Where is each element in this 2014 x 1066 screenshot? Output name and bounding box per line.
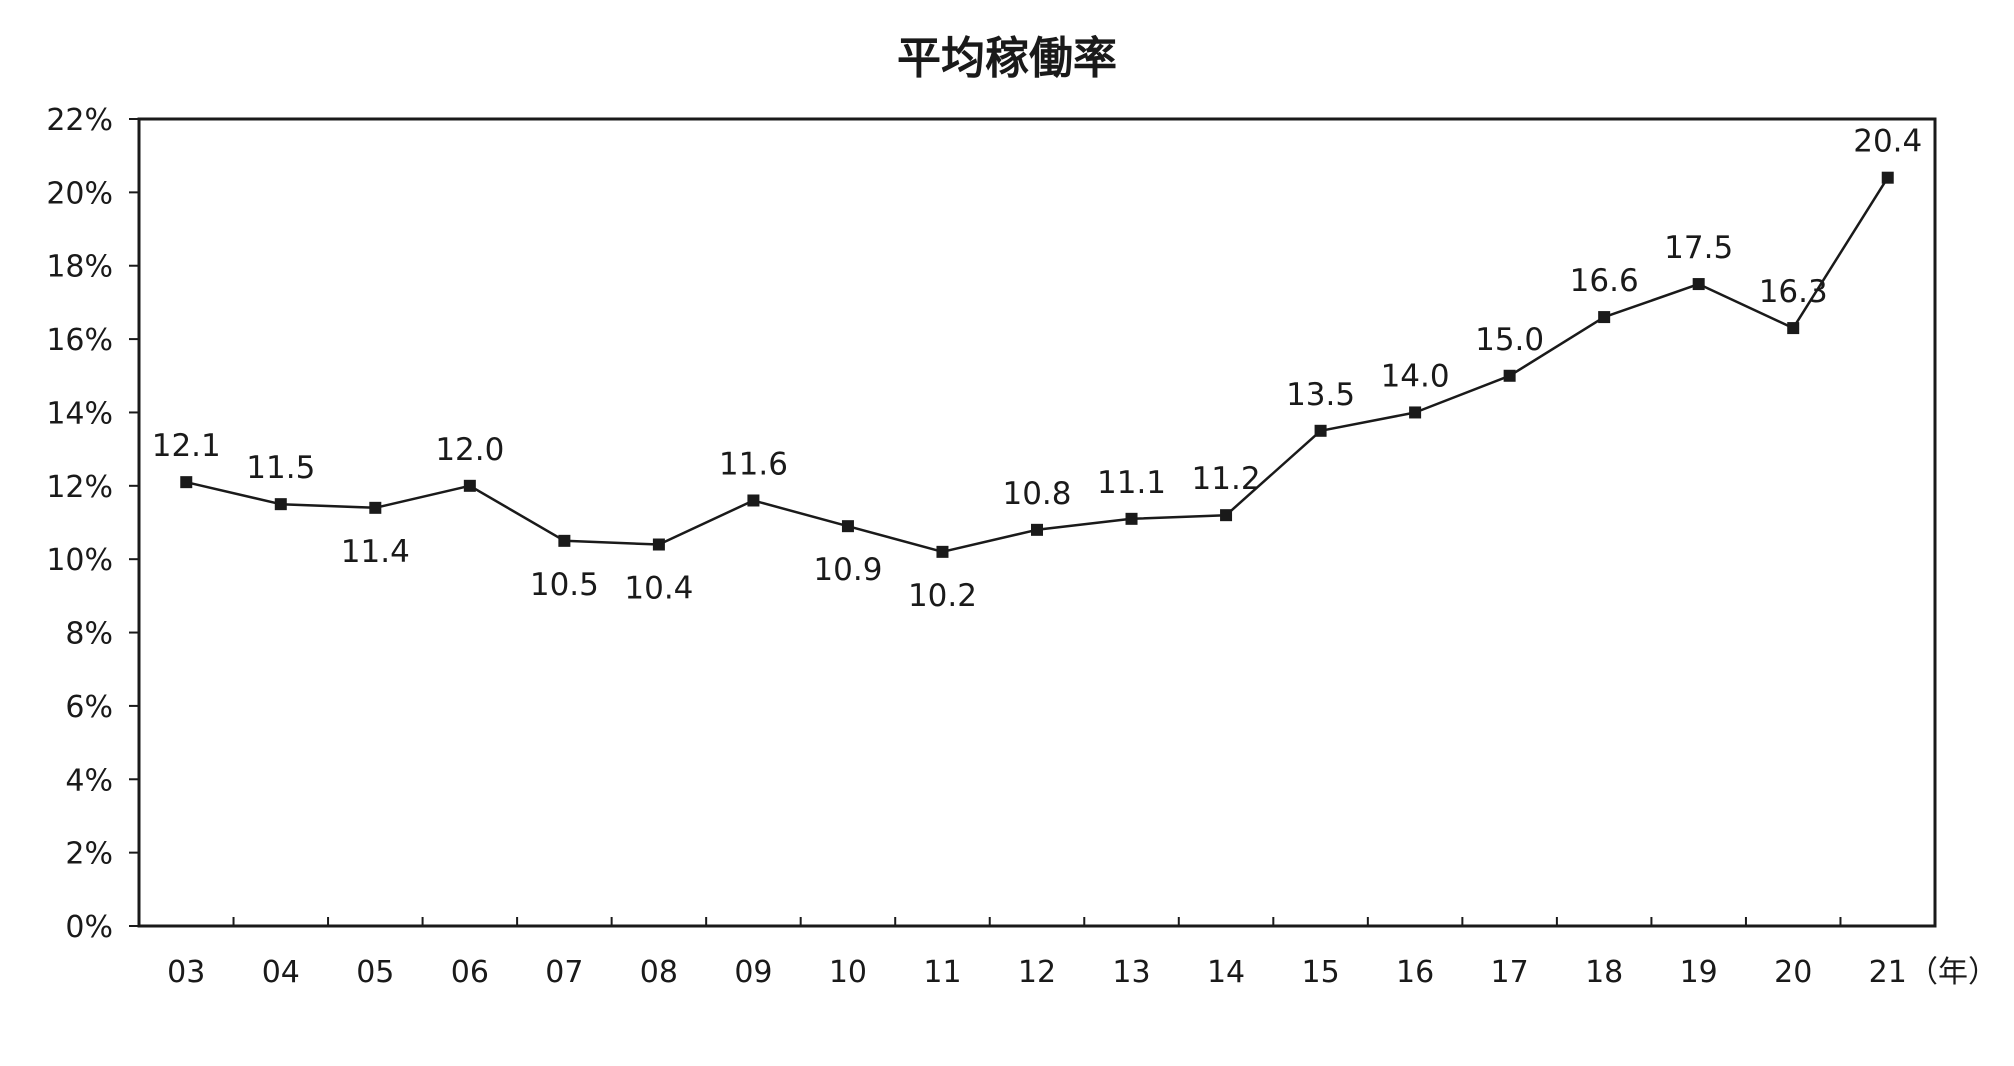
y-axis: 0% 2% 4% 6% 8% 10% 12% 14% 16% 18% 20% 22%	[46, 103, 139, 945]
x-tick-label: 16	[1396, 955, 1434, 990]
data-label: 11.2	[1192, 461, 1261, 497]
y-tick-label: 14%	[46, 396, 113, 431]
data-label: 15.0	[1475, 322, 1544, 358]
data-point	[1031, 523, 1043, 536]
data-label: 10.5	[530, 567, 599, 603]
data-label: 12.0	[435, 432, 504, 468]
data-label: 10.2	[908, 578, 977, 614]
data-point	[1503, 369, 1516, 382]
x-tick-label: 06	[451, 955, 489, 990]
y-tick-label: 4%	[65, 763, 113, 798]
data-label: 20.4	[1853, 124, 1922, 160]
data-point	[1220, 509, 1233, 522]
y-tick-label: 12%	[46, 470, 113, 505]
data-point	[274, 498, 287, 511]
data-label: 16.6	[1570, 263, 1639, 299]
x-tick-label: 19	[1680, 955, 1718, 990]
x-tick-label: 04	[262, 955, 300, 990]
x-tick-label: 18	[1585, 955, 1623, 990]
x-tick-label: 03	[167, 955, 205, 990]
data-label: 10.8	[1002, 476, 1071, 512]
data-label: 17.5	[1664, 230, 1733, 266]
data-label: 11.6	[719, 446, 788, 482]
data-label: 16.3	[1759, 274, 1828, 310]
data-point	[652, 538, 665, 551]
y-tick-label: 18%	[46, 250, 113, 285]
x-tick-label: 09	[734, 955, 772, 990]
x-tick-label: 14	[1207, 955, 1245, 990]
x-tick-label: 21	[1869, 955, 1907, 990]
y-tick-label: 10%	[46, 543, 113, 578]
y-tick-label: 2%	[65, 837, 113, 872]
x-tick-label: 11	[923, 955, 961, 990]
x-tick-label: 15	[1301, 955, 1339, 990]
data-label: 11.4	[341, 534, 410, 570]
y-tick-label: 0%	[65, 910, 113, 945]
data-point	[1409, 406, 1422, 419]
data-point	[1787, 322, 1800, 335]
data-point	[747, 494, 760, 507]
data-label: 11.5	[246, 450, 315, 486]
data-label: 11.1	[1097, 465, 1166, 501]
x-tick-label: 07	[545, 955, 583, 990]
x-axis-unit-label: （年）	[1908, 955, 1998, 990]
x-axis: 03 04 05 06 07 08 09 10 11 12 13 14 15 16 17 18 19 20 21	[167, 917, 1907, 990]
data-point	[369, 501, 382, 514]
data-label: 13.5	[1286, 377, 1355, 413]
data-point	[558, 534, 571, 547]
data-point	[1598, 311, 1611, 324]
x-tick-label: 05	[356, 955, 394, 990]
data-labels: 12.1 11.5 11.4 12.0 10.5 10.4 11.6 10.9 10.2 10.8…	[152, 124, 1923, 614]
data-point	[1881, 171, 1894, 184]
x-tick-label: 17	[1491, 955, 1529, 990]
data-point	[936, 545, 949, 558]
x-tick-label: 20	[1774, 955, 1812, 990]
data-point	[841, 520, 854, 533]
x-tick-label: 08	[640, 955, 678, 990]
data-label: 10.4	[624, 571, 693, 607]
data-point	[1692, 278, 1705, 291]
chart-title: 平均稼働率	[897, 33, 1117, 84]
data-markers	[180, 171, 1894, 558]
y-tick-label: 6%	[65, 690, 113, 725]
data-label: 14.0	[1381, 358, 1450, 394]
data-label: 12.1	[152, 428, 221, 464]
x-tick-label: 12	[1018, 955, 1056, 990]
y-tick-label: 22%	[46, 103, 113, 138]
y-tick-label: 20%	[46, 176, 113, 211]
data-point	[1314, 424, 1327, 437]
plot-area-frame	[137, 117, 1937, 928]
x-tick-label: 13	[1112, 955, 1150, 990]
y-tick-label: 16%	[46, 323, 113, 358]
data-label: 10.9	[813, 552, 882, 588]
x-tick-label: 10	[829, 955, 867, 990]
data-point	[1125, 512, 1138, 525]
y-tick-label: 8%	[65, 617, 113, 652]
data-point	[463, 479, 476, 492]
data-point	[180, 476, 193, 489]
